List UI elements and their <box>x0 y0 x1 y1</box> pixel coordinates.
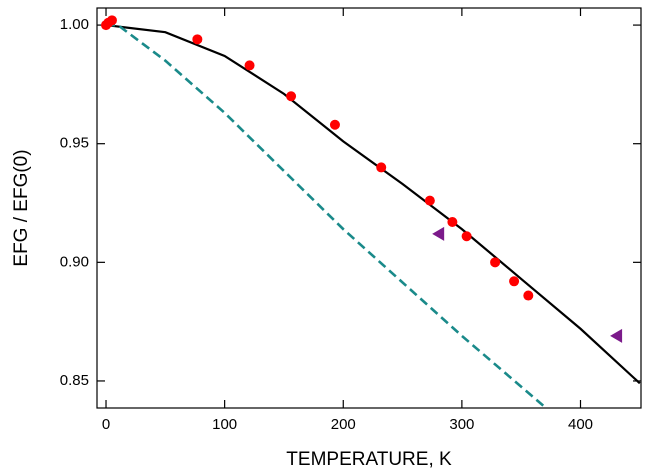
data-point <box>432 226 445 241</box>
plot-frame <box>96 7 642 409</box>
data-point <box>523 290 534 301</box>
data-point <box>461 231 472 242</box>
y-tick-label: 1.00 <box>60 16 89 33</box>
curve <box>106 23 546 408</box>
data-point <box>192 34 203 45</box>
data-point <box>244 60 255 71</box>
data-point <box>286 91 297 102</box>
data-point <box>509 276 520 287</box>
x-axis-label: TEMPERATURE, K <box>286 449 452 470</box>
data-point <box>447 216 458 227</box>
y-tick-label: 0.90 <box>60 253 89 270</box>
data-point <box>424 195 435 206</box>
data-point <box>490 257 501 268</box>
data-point <box>329 119 340 130</box>
y-axis-label: EFG / EFG(0) <box>11 149 32 266</box>
x-tick-label: 100 <box>212 416 237 433</box>
curve <box>105 23 641 385</box>
x-tick-label: 300 <box>449 416 474 433</box>
x-tick-label: 200 <box>331 416 356 433</box>
y-tick-label: 0.95 <box>60 135 89 152</box>
data-point <box>106 15 117 26</box>
data-point <box>376 162 387 173</box>
y-tick-label: 0.85 <box>60 372 89 389</box>
x-tick-label: 0 <box>102 416 110 433</box>
data-point <box>610 328 623 343</box>
x-tick-label: 400 <box>568 416 593 433</box>
